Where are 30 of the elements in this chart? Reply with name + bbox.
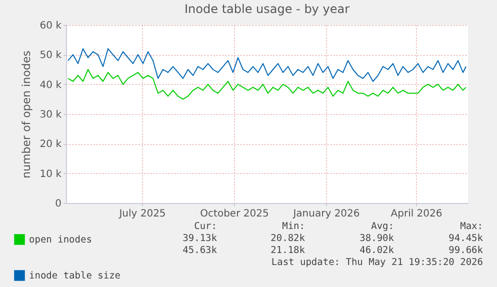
y-tick-label: 40 k [40, 80, 62, 91]
y-axis-title: number of open inodes [20, 50, 33, 178]
y-tick-label: 60 k [40, 20, 62, 32]
text: 38.90k [360, 233, 394, 244]
text: 45.63k [182, 245, 217, 256]
chart-title: Inode table usage - by year [184, 2, 350, 16]
text: 20.82k [270, 233, 305, 244]
text: Last update: Thu May 21 19:35:20 2026 [271, 257, 483, 268]
legend-label: open inodes [29, 234, 92, 246]
text: Avg: [371, 221, 394, 232]
y-tick-label: 10 k [40, 168, 62, 180]
text: 21.18k [270, 245, 305, 256]
text: 94.45k [448, 233, 483, 244]
text: Cur: [194, 221, 217, 232]
y-tick-label: 0 [55, 198, 62, 210]
x-tick-label: July 2025 [118, 208, 166, 220]
text: 39.13k [182, 233, 217, 244]
y-tick-label: 50 k [40, 50, 62, 62]
x-tick-label: April 2026 [390, 208, 442, 220]
x-tick-label: January 2026 [292, 208, 360, 220]
text: Min: [282, 221, 305, 232]
y-tick-label: 20 k [40, 139, 62, 150]
x-tick-label: October 2025 [200, 208, 269, 220]
legend-label: inode table size [29, 270, 121, 282]
text: Max: [460, 221, 483, 232]
line-series [68, 69, 466, 100]
text: 46.02k [360, 245, 394, 256]
line-series [68, 48, 466, 82]
text: 99.66k [448, 245, 483, 256]
y-tick-label: 30 k [40, 110, 62, 120]
